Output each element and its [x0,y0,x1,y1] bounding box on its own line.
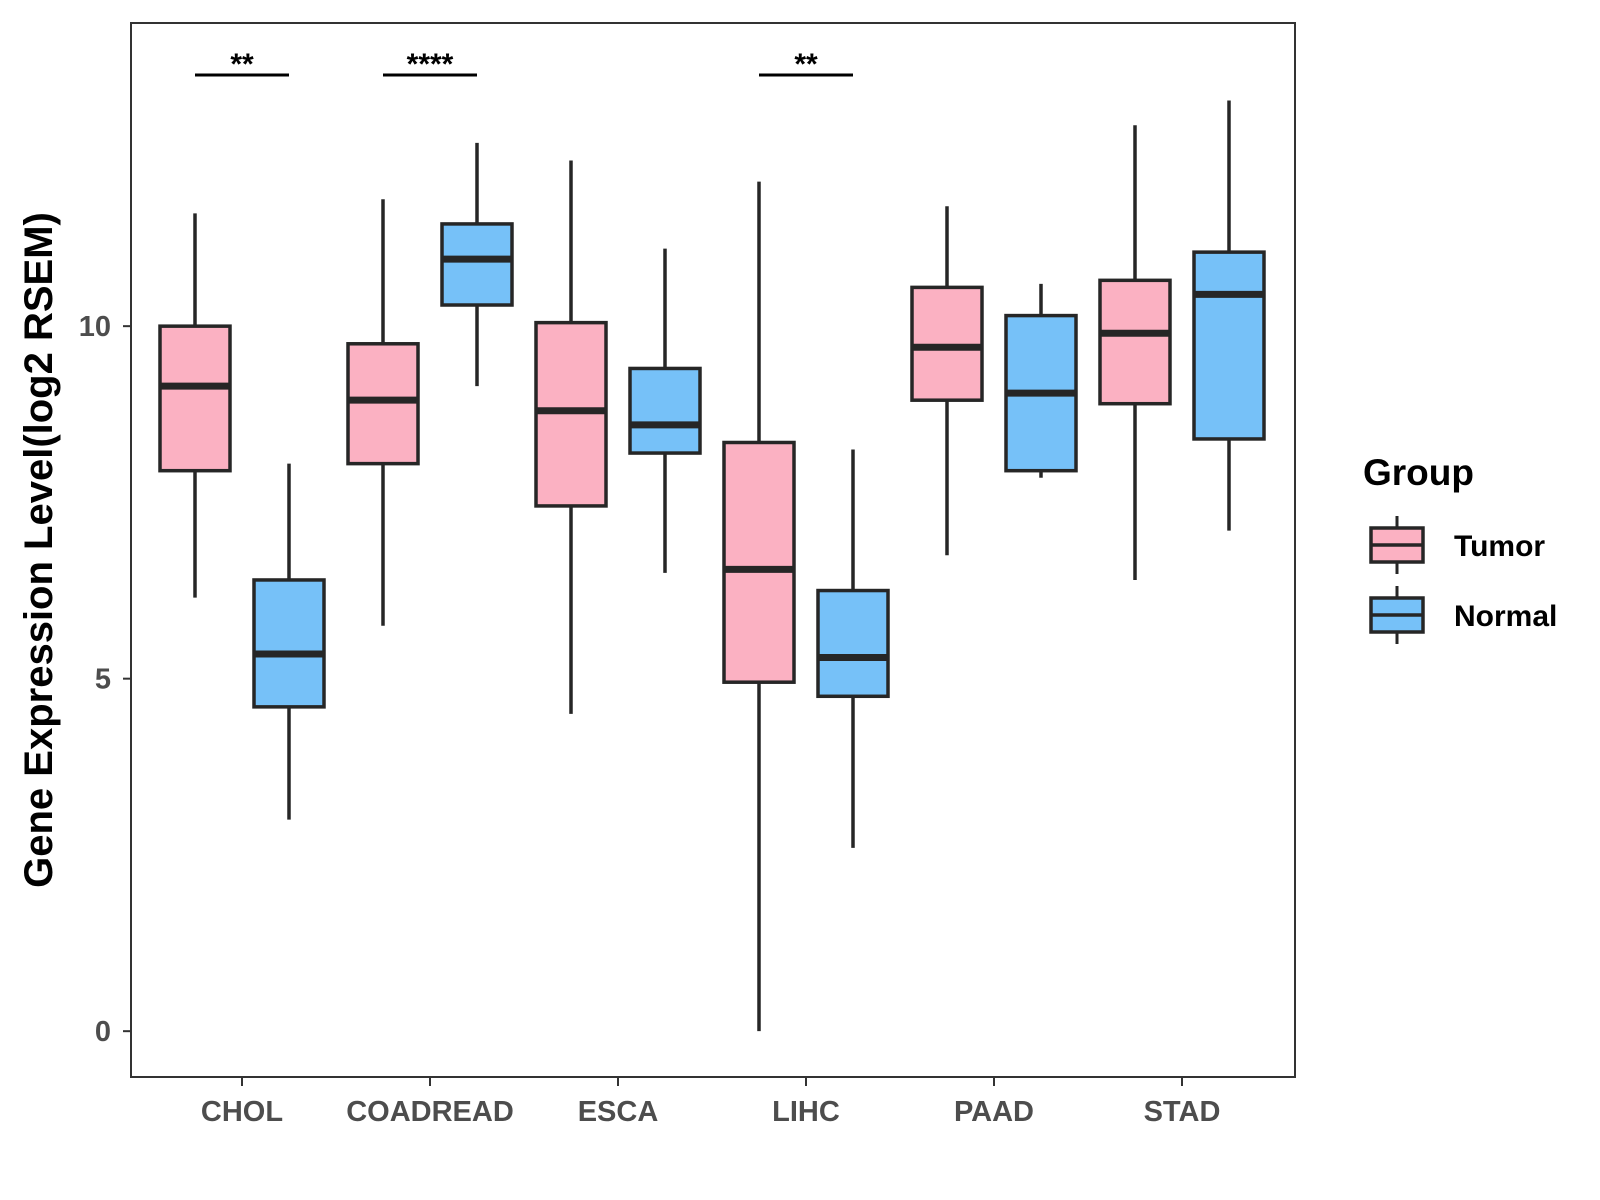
box-body [252,578,326,709]
box-normal-stad [1192,100,1266,531]
significance-chol: ** [195,48,289,81]
y-tick-label-0: 0 [95,1016,111,1048]
box-tumor-lihc [722,181,796,1032]
box-body [346,342,420,466]
significance-label: **** [407,48,454,81]
significance-label: ** [230,48,254,81]
y-tick-label-10: 10 [79,311,111,343]
box-tumor-chol [158,213,232,598]
box-body [534,320,608,508]
box-body [158,324,232,473]
x-tick-label-lihc: LIHC [772,1096,840,1128]
plot-panel [130,22,1296,1078]
significance-label: ** [794,48,818,81]
x-tick-label-coadread: COADREAD [346,1096,514,1128]
significance-layer: ** **** ** [195,48,853,81]
box-body [816,588,890,699]
box-tumor-esca [534,160,608,714]
x-axis: CHOL COADREAD ESCA LIHC PAAD STAD [201,1077,1220,1128]
box-normal-paad [1004,283,1078,478]
y-tick-label-5: 5 [95,664,111,696]
y-axis: 0 5 10 [79,311,131,1048]
box-normal-chol [252,463,326,820]
box-tumor-coadread [346,199,420,626]
legend-item-tumor: Tumor [1369,516,1545,574]
x-tick-label-stad: STAD [1144,1096,1221,1128]
box-body [910,285,984,402]
box-normal-lihc [816,449,890,848]
x-tick-label-paad: PAAD [954,1096,1034,1128]
x-tick-label-esca: ESCA [578,1096,659,1128]
legend: Group Tumor Normal [1363,452,1557,644]
legend-title: Group [1363,452,1474,493]
box-body [722,440,796,684]
box-tumor-paad [910,206,984,556]
box-tumor-stad [1098,125,1172,580]
significance-lihc: ** [759,48,853,81]
box-normal-coadread [440,142,514,387]
legend-item-normal: Normal [1369,586,1557,644]
x-tick-label-chol: CHOL [201,1096,283,1128]
legend-label-normal: Normal [1454,600,1557,633]
y-axis-title: Gene Expression Level(log2 RSEM) [17,212,61,888]
box-body [440,222,514,307]
boxes-layer [158,100,1266,1032]
box-body [628,366,702,455]
legend-label-tumor: Tumor [1454,530,1545,563]
box-body [1098,278,1172,406]
significance-coadread: **** [383,48,477,81]
box-normal-esca [628,248,702,573]
box-body [1192,250,1266,441]
